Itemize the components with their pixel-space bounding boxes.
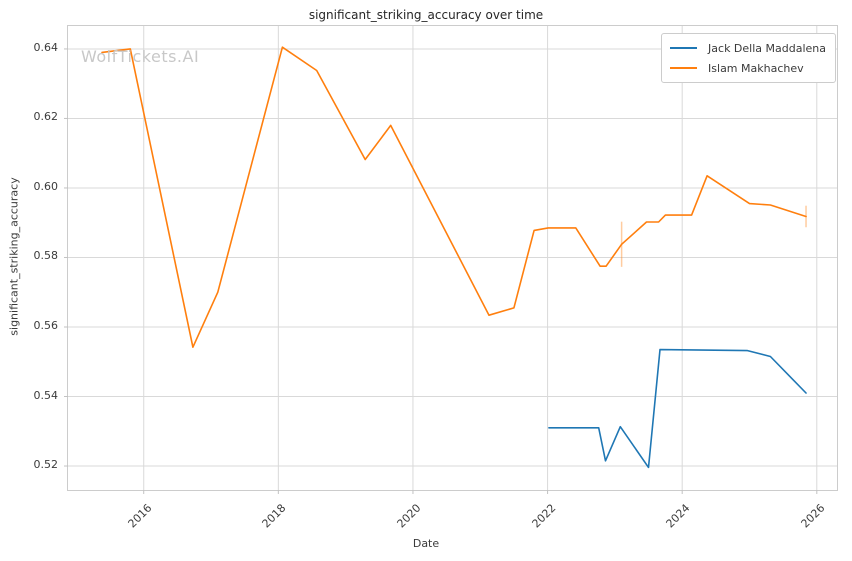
plot-canvas — [64, 26, 837, 494]
plot-area: WolfTickets.AI Jack Della Maddalena Isla… — [64, 25, 838, 494]
x-tick-label: 2016 — [125, 501, 155, 531]
legend-swatch-orange-line — [670, 66, 698, 70]
y-tick-label: 0.62 — [33, 110, 59, 124]
x-tick-label: 2022 — [529, 501, 559, 531]
series-line-islam-makhachev — [101, 46, 807, 349]
x-tick-label: 2020 — [394, 501, 424, 531]
legend-item-jack-della-maddalena: Jack Della Maddalena — [670, 38, 826, 58]
y-tick-label: 0.64 — [33, 40, 59, 54]
x-tick-label: 2018 — [259, 501, 289, 531]
y-tick-label: 0.60 — [33, 179, 59, 193]
x-tick-label: 2026 — [798, 501, 828, 531]
series-line-jack-della-maddalena — [548, 348, 807, 469]
y-tick-label: 0.54 — [33, 388, 59, 402]
y-tick-label: 0.58 — [33, 249, 59, 263]
legend-label: Jack Della Maddalena — [708, 41, 826, 55]
legend-swatch-blue-line — [670, 46, 698, 50]
legend-item-islam-makhachev: Islam Makhachev — [670, 58, 826, 78]
legend-label: Islam Makhachev — [708, 61, 804, 75]
chart-title: significant_striking_accuracy over time — [308, 8, 544, 22]
x-tick-label: 2024 — [663, 501, 693, 531]
x-axis-label: Date — [412, 537, 440, 550]
y-tick-label: 0.52 — [33, 458, 59, 472]
legend: Jack Della Maddalena Islam Makhachev — [661, 33, 836, 83]
watermark: WolfTickets.AI — [81, 47, 200, 66]
y-tick-label: 0.56 — [33, 318, 59, 332]
